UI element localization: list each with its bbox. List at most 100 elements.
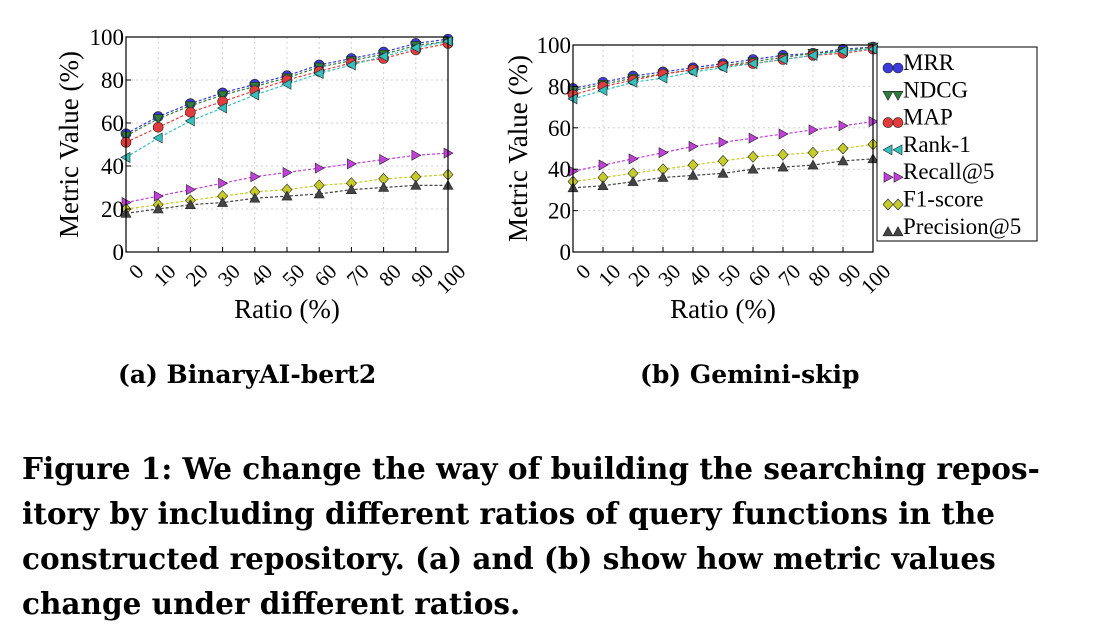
legend-marker (883, 171, 894, 183)
y-tick-label: 20 (548, 199, 571, 224)
plot-frame (125, 36, 449, 253)
y-tick-label: 80 (101, 68, 124, 93)
x-tick-label: 80 (803, 259, 835, 291)
data-point (249, 192, 261, 203)
legend-marker (882, 226, 894, 237)
data-point (807, 49, 818, 61)
legend-label: MAP (903, 105, 953, 130)
data-point (216, 102, 227, 114)
data-point (250, 171, 261, 183)
data-point (597, 85, 608, 97)
y-tick-label: 40 (101, 154, 124, 179)
data-point (717, 167, 729, 178)
legend-marker (892, 91, 904, 101)
x-tick-label: 10 (593, 259, 625, 291)
data-point (152, 203, 164, 214)
data-point (281, 190, 293, 201)
legend-label: MRR (903, 50, 955, 75)
data-point (717, 154, 729, 167)
y-axis-label: Metric Value (%) (54, 51, 84, 238)
data-point (153, 190, 164, 202)
x-tick-label: 20 (623, 259, 655, 291)
legend-box (876, 46, 1038, 242)
data-point (687, 169, 699, 180)
data-point (313, 68, 324, 80)
data-point (597, 180, 609, 191)
y-tick-label: 100 (90, 25, 125, 50)
caption-line: change under different ratios. (22, 586, 521, 621)
data-point (777, 148, 789, 161)
data-point (345, 184, 357, 194)
data-point (747, 58, 758, 70)
data-point (748, 132, 759, 144)
data-point (777, 53, 788, 65)
x-axis-label: Ratio (%) (234, 294, 340, 324)
panel-b-caption: (b) Gemini-skip (640, 360, 860, 389)
data-point (688, 140, 699, 152)
legend-label: Precision@5 (903, 214, 1021, 239)
legend-marker (892, 198, 904, 211)
data-point (837, 45, 848, 57)
x-tick-label: 100 (431, 259, 470, 298)
series-line-rank-1 (572, 48, 874, 100)
data-point (747, 163, 759, 174)
x-tick-label: 0 (571, 259, 595, 283)
y-tick-label: 80 (548, 74, 571, 99)
data-point (379, 154, 390, 166)
x-tick-label: 80 (374, 259, 406, 291)
x-tick-label: 70 (342, 259, 374, 291)
data-point (687, 66, 698, 78)
x-tick-label: 40 (683, 259, 715, 291)
data-point (249, 89, 260, 101)
x-tick-label: 50 (277, 259, 309, 291)
x-tick-label: 70 (773, 259, 805, 291)
legend-marker (892, 62, 904, 74)
x-tick-label: 100 (856, 259, 895, 298)
legend-label: Rank-1 (903, 132, 971, 157)
data-point (717, 62, 728, 74)
data-point (410, 179, 422, 190)
data-point (747, 150, 759, 163)
caption-line: constructed repository. (a) and (b) show… (22, 541, 996, 576)
data-point (282, 166, 293, 178)
legend-marker (892, 117, 904, 128)
y-tick-label: 0 (113, 240, 125, 265)
y-tick-label: 60 (101, 111, 124, 136)
x-tick-label: 60 (310, 259, 342, 291)
y-tick-label: 0 (560, 240, 572, 265)
figure-caption: Figure 1: We change the way of building … (22, 446, 1086, 626)
data-point (184, 101, 196, 112)
data-point (377, 50, 388, 62)
x-tick-label: 20 (181, 259, 213, 291)
y-axis-label: Metric Value (%) (503, 55, 533, 242)
data-point (281, 78, 292, 90)
data-point (152, 122, 164, 133)
data-point (411, 149, 422, 161)
data-point (777, 161, 789, 172)
legend-marker (882, 62, 894, 74)
legend-label: NDCG (903, 77, 968, 102)
x-tick-label: 50 (713, 259, 745, 291)
data-point (184, 199, 196, 209)
legend-marker (893, 171, 904, 183)
legend-marker (882, 144, 893, 156)
y-tick-label: 100 (537, 33, 572, 58)
data-point (627, 176, 639, 186)
data-point (313, 188, 325, 199)
data-point (217, 196, 229, 207)
data-point (152, 132, 163, 144)
data-point (218, 177, 229, 189)
data-point (837, 155, 849, 166)
x-tick-label: 60 (743, 259, 775, 291)
legend-marker (882, 117, 894, 128)
data-point (718, 136, 729, 148)
x-tick-label: 90 (406, 259, 438, 291)
x-tick-label: 10 (149, 259, 181, 291)
x-tick-label: 0 (124, 259, 148, 283)
legend-label: F1-score (903, 187, 983, 212)
data-point (807, 159, 819, 170)
chart-panel-b: 0204060801000102030405060708090100Ratio … (503, 33, 895, 324)
